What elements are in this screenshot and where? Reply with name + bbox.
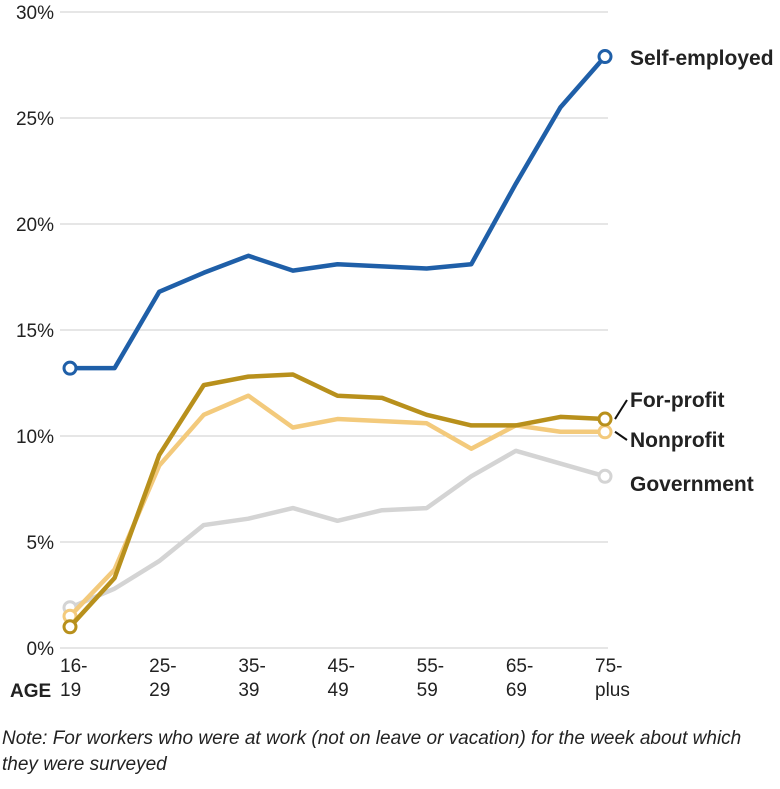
series-line xyxy=(70,55,607,371)
end-marker xyxy=(62,619,78,635)
x-axis-label: AGE xyxy=(10,681,51,702)
x-tick-label: 55- 59 xyxy=(416,656,445,701)
y-tick-label: 10% xyxy=(16,427,54,448)
note: Note: For workers who were at work (not … xyxy=(2,728,742,775)
y-tick-label: 5% xyxy=(27,533,55,554)
end-marker xyxy=(597,468,613,484)
end-marker xyxy=(62,360,78,376)
y-tick-label: 25% xyxy=(16,109,54,130)
x-tick-label: 16- 19 xyxy=(60,656,88,701)
chart: AGE 0% 5% 10% 15% 20% 25% 30% Government Nonprof… xyxy=(10,3,774,702)
series-line xyxy=(69,448,606,610)
y-tick-label: 30% xyxy=(16,3,54,24)
end-marker xyxy=(597,49,613,65)
series-line xyxy=(68,393,605,618)
series-label: Nonprofit xyxy=(630,429,724,452)
y-tick-label: 15% xyxy=(16,321,54,342)
x-tick-label: 25- 29 xyxy=(149,656,177,701)
series-label: Government xyxy=(630,473,754,496)
x-tick-label: 65- 69 xyxy=(505,656,534,701)
leader-line xyxy=(614,430,628,441)
series-line xyxy=(68,372,606,629)
end-marker xyxy=(597,411,613,427)
series-label: For-profit xyxy=(630,389,724,412)
y-tick-label: 20% xyxy=(16,215,54,236)
end-marker xyxy=(597,424,613,440)
series-label: Self-employed xyxy=(630,47,774,70)
x-tick-label: 45- 49 xyxy=(327,656,355,701)
y-tick-label: 0% xyxy=(27,639,55,660)
x-tick-label: 35- 39 xyxy=(238,656,266,701)
x-tick-label: 75- plus xyxy=(595,656,630,701)
leader-line xyxy=(614,399,628,420)
